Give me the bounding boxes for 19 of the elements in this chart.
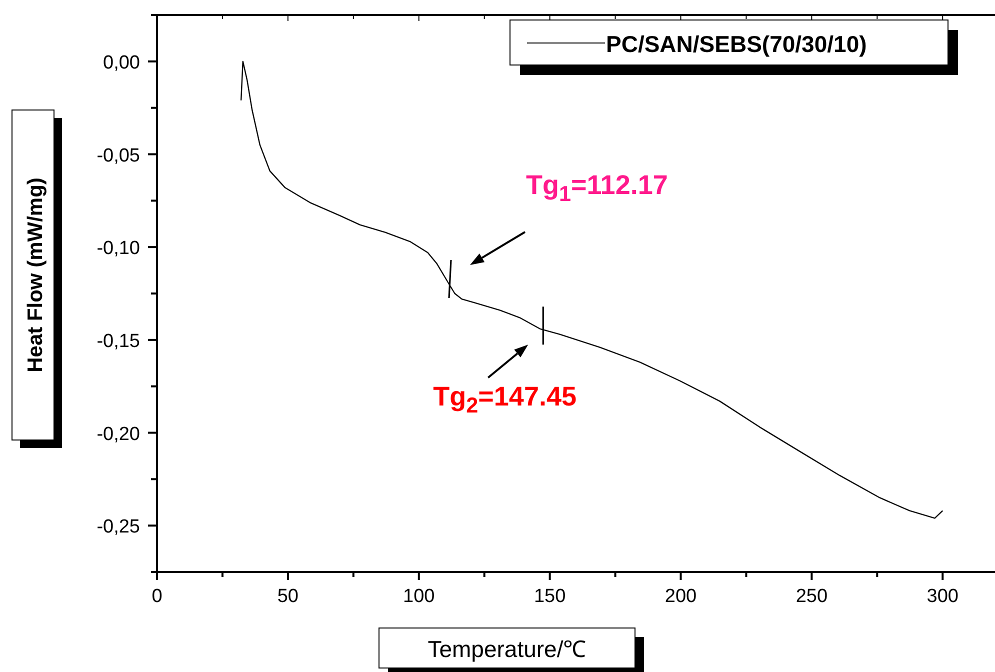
y-tick-label: -0,10 [96,238,140,260]
y-axis-title: Heat Flow (mW/mg) [24,178,47,372]
y-tick-label: -0,25 [96,516,140,538]
x-axis-title: Temperature/℃ [428,636,586,662]
y-tick-label: -0,20 [96,424,140,445]
y-tick-label: -0,15 [96,330,140,352]
x-tick-label: 150 [534,586,566,607]
x-tick-label: 50 [277,586,299,607]
x-tick-label: 200 [664,586,697,607]
annotation: Tg$_{2}$=147.45 [433,382,577,418]
y-tick-label: -0,05 [96,145,140,166]
annotation: Tg$_{1}$=112.17 [526,170,668,206]
x-tick-label: 300 [926,586,958,607]
legend-label: PC/SAN/SEBS(70/30/10) [606,31,867,57]
y-tick-label: 0,00 [103,52,140,74]
x-tick-label: 250 [796,586,828,607]
line-series [240,60,944,519]
x-tick-label: 100 [403,586,435,607]
x-tick-label: 0 [152,586,162,607]
